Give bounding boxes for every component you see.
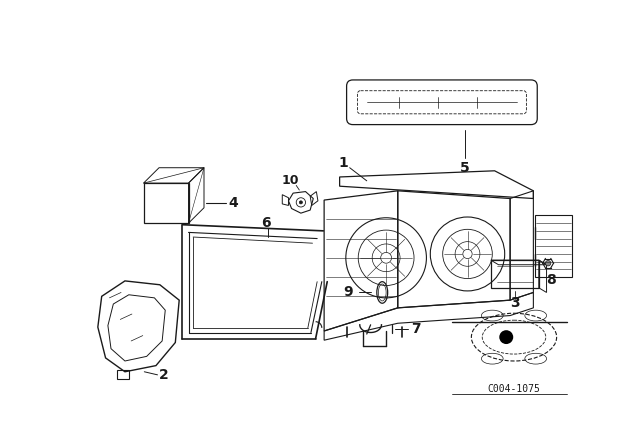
Text: 6: 6 xyxy=(261,216,271,230)
Text: 2: 2 xyxy=(159,368,168,382)
FancyBboxPatch shape xyxy=(347,80,537,125)
Text: C004-1075: C004-1075 xyxy=(488,383,540,394)
Text: 9: 9 xyxy=(343,285,353,299)
Text: 5: 5 xyxy=(460,161,470,175)
Text: 7: 7 xyxy=(411,323,420,336)
FancyBboxPatch shape xyxy=(358,90,527,114)
Text: 4: 4 xyxy=(228,196,238,210)
Text: 3: 3 xyxy=(510,296,520,310)
Text: 1: 1 xyxy=(339,156,348,170)
Circle shape xyxy=(499,330,513,344)
Circle shape xyxy=(545,260,551,266)
Circle shape xyxy=(300,201,303,204)
Text: 10: 10 xyxy=(281,174,299,187)
Text: 8: 8 xyxy=(547,273,556,287)
